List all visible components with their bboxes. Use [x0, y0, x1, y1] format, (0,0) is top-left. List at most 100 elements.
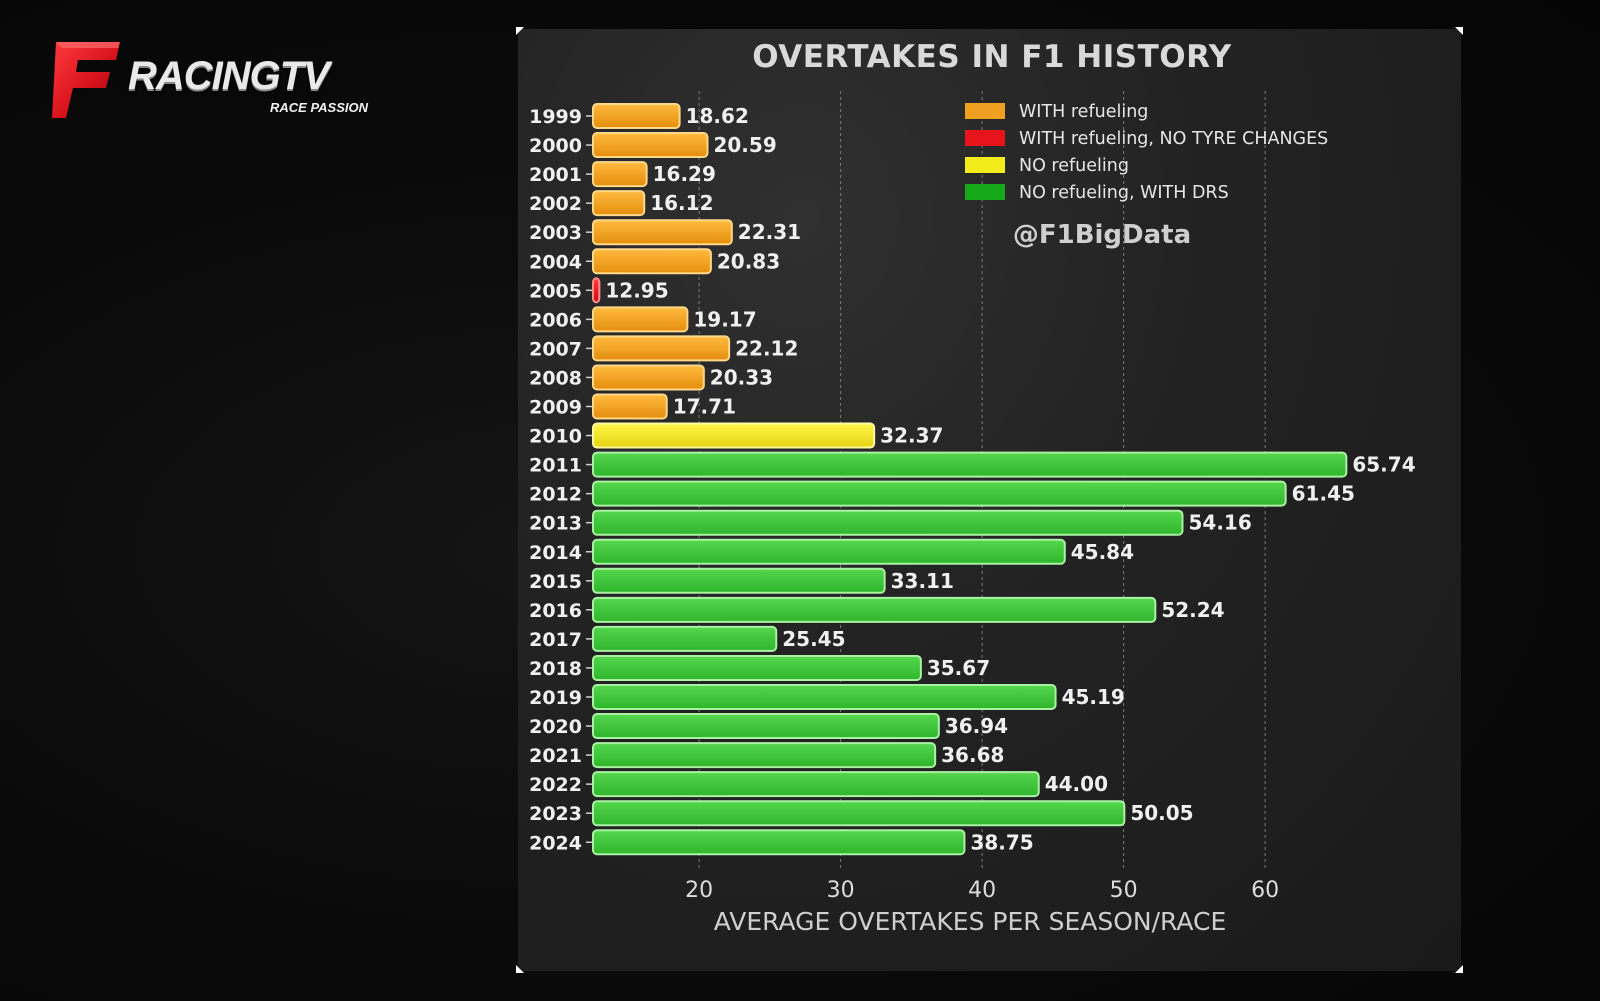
legend-label: NO refueling, WITH DRS: [1019, 183, 1229, 203]
bar-2008: [592, 364, 705, 391]
chart-title: OVERTAKES IN F1 HISTORY: [752, 39, 1232, 75]
bar-2014: [592, 538, 1066, 565]
year-label: 2006: [529, 309, 582, 331]
value-label: 22.12: [735, 336, 798, 360]
year-label: 2012: [529, 484, 582, 506]
value-label: 19.17: [693, 307, 756, 331]
value-label: 36.94: [945, 714, 1008, 738]
year-label: 2010: [529, 426, 582, 448]
value-label: 25.45: [782, 627, 845, 651]
bar-2021: [592, 742, 937, 769]
corner-mark: [1455, 27, 1463, 35]
x-tick-label: 30: [827, 878, 855, 903]
value-label: 20.59: [713, 133, 776, 157]
value-label: 38.75: [970, 830, 1033, 854]
legend-swatch: [965, 184, 1005, 200]
bar-2002: [592, 190, 646, 217]
year-label: 2021: [529, 745, 582, 767]
value-label: 12.95: [605, 278, 668, 302]
year-label: 2002: [529, 193, 582, 215]
year-label: 2004: [529, 251, 582, 273]
value-label: 33.11: [891, 569, 954, 593]
year-label: 2005: [529, 280, 582, 302]
value-label: 18.62: [686, 104, 749, 128]
source-handle: @F1BigData: [1013, 220, 1191, 250]
bar-2022: [592, 771, 1040, 798]
bar-2017: [592, 625, 778, 652]
legend-swatch: [965, 157, 1005, 173]
bar-2005: [592, 277, 601, 304]
year-label: 2000: [529, 135, 582, 157]
f-logo-icon: [52, 42, 120, 118]
bar-1999: [592, 103, 681, 129]
value-label: 45.19: [1062, 685, 1125, 709]
x-axis-ticks: 20 30 40 50 60: [685, 878, 1279, 903]
year-label: 2008: [529, 367, 582, 389]
bar-2000: [592, 132, 709, 159]
bar-2009: [592, 393, 668, 420]
bar-2020: [592, 713, 940, 740]
value-label: 65.74: [1352, 453, 1415, 477]
legend-label: NO refueling: [1019, 156, 1129, 176]
bar-2019: [592, 684, 1057, 710]
bars: 1999 18.62 2000 20.59 2001 16.29 2002 16.12 2003…: [529, 103, 1416, 856]
bar-2006: [592, 306, 689, 333]
bar-2010: [592, 422, 876, 449]
year-label: 2014: [529, 542, 582, 564]
value-label: 36.68: [941, 743, 1004, 767]
value-label: 61.45: [1292, 482, 1355, 506]
racingtv-logo: RACINGTV RACE PASSION: [52, 40, 392, 125]
year-label: 2016: [529, 600, 582, 622]
bar-2003: [592, 219, 733, 246]
corner-mark: [516, 965, 524, 973]
x-tick-label: 20: [685, 878, 713, 903]
year-label: 2020: [529, 716, 582, 738]
value-label: 35.67: [927, 656, 990, 680]
year-label: 2017: [529, 629, 582, 651]
value-label: 17.71: [673, 395, 736, 419]
value-label: 44.00: [1045, 772, 1108, 796]
value-label: 45.84: [1071, 540, 1134, 564]
bar-2013: [592, 509, 1184, 536]
value-label: 20.83: [717, 249, 780, 273]
value-label: 54.16: [1188, 511, 1251, 535]
year-label: 2023: [529, 803, 582, 825]
bar-2015: [592, 567, 886, 594]
legend-label: WITH refueling, NO TYRE CHANGES: [1019, 129, 1328, 149]
value-label: 32.37: [880, 424, 943, 448]
year-label: 2007: [529, 338, 582, 360]
bar-2016: [592, 596, 1157, 623]
x-axis-label: AVERAGE OVERTAKES PER SEASON/RACE: [714, 907, 1227, 936]
bar-2018: [592, 654, 922, 681]
bar-2001: [592, 161, 648, 188]
bar-2004: [592, 248, 712, 275]
legend: WITH refueling WITH refueling, NO TYRE CH…: [965, 102, 1328, 203]
chart-panel: OVERTAKES IN F1 HISTORY WITH refueling WI…: [516, 27, 1463, 973]
year-label: 2022: [529, 774, 582, 796]
overtakes-bar-chart: OVERTAKES IN F1 HISTORY WITH refuelingWI…: [529, 39, 1416, 936]
value-label: 52.24: [1161, 598, 1224, 622]
bar-2024: [592, 829, 966, 856]
brand-name: RACINGTV: [128, 54, 330, 98]
year-label: 2024: [529, 832, 582, 854]
bar-2011: [592, 451, 1348, 478]
legend-swatch: [965, 130, 1005, 146]
x-tick-label: 40: [968, 878, 996, 903]
year-label: 2009: [529, 397, 582, 419]
bar-2012: [592, 480, 1287, 507]
brand-tagline: RACE PASSION: [270, 100, 368, 115]
value-label: 16.12: [650, 191, 713, 215]
year-label: 2019: [529, 687, 582, 709]
year-label: 2015: [529, 571, 582, 593]
year-label: 2013: [529, 513, 582, 535]
x-tick-label: 60: [1251, 878, 1279, 903]
year-label: 2001: [529, 164, 582, 186]
year-label: 2003: [529, 222, 582, 244]
value-label: 16.29: [653, 162, 716, 186]
value-label: 50.05: [1130, 801, 1193, 825]
value-label: 22.31: [738, 220, 801, 244]
year-label: 1999: [529, 106, 582, 128]
bar-2007: [592, 335, 731, 362]
legend-swatch: [965, 103, 1005, 119]
